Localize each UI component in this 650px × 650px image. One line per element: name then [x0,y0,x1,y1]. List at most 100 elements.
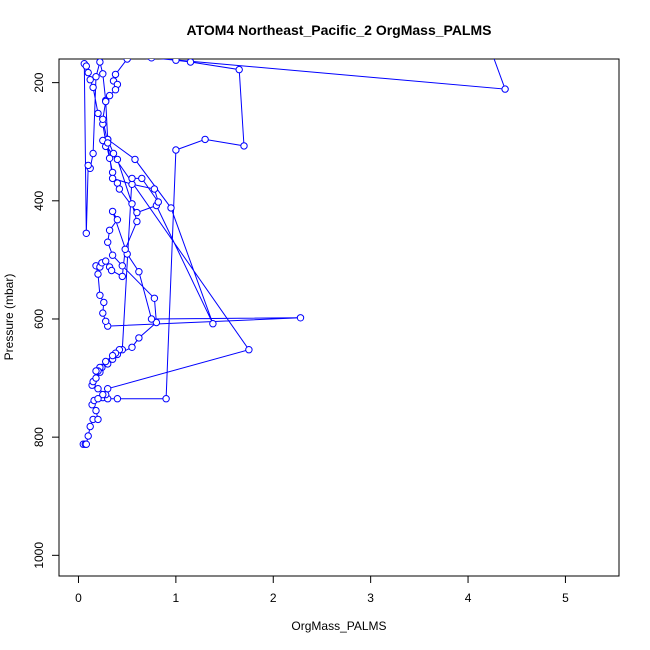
data-point [209,320,217,328]
data-point [102,97,110,106]
data-point [113,216,122,224]
data-point [84,161,92,170]
data-point [108,351,117,360]
y-axis: 200 400 600 800 1000 [32,72,60,569]
data-point [108,168,117,177]
data-point [94,395,102,403]
data-point [128,343,136,351]
data-point [94,415,102,424]
data-point [84,68,92,77]
data-point [94,109,102,118]
data-point [89,83,97,92]
series-line [83,59,506,445]
data-point [104,238,112,246]
data-point [296,314,305,322]
data-point [84,432,92,440]
data-point [131,155,139,164]
series-layer [79,51,509,448]
data-point [135,268,143,276]
data-point [150,294,159,302]
data-point [501,85,509,93]
data-point [186,59,195,66]
data-point [102,317,110,325]
y-tick-label: 200 [32,72,46,92]
data-point [150,185,159,193]
x-tick-label: 1 [173,591,180,605]
data-point [99,390,107,399]
data-point [138,174,146,183]
data-point [108,174,117,183]
data-point [99,70,107,78]
data-point [240,142,248,150]
data-point [113,395,122,403]
data-point [128,200,136,208]
data-point [92,406,100,415]
data-point [111,70,120,79]
data-point [145,59,148,60]
data-point [154,198,163,206]
data-point [489,51,495,57]
data-point [82,62,91,70]
data-point [86,422,94,431]
data-point [133,208,141,217]
y-tick-label: 600 [32,309,46,329]
data-point [123,59,131,63]
data-point [94,270,102,278]
y-axis-label: Pressure (mbar) [2,274,16,361]
data-point [147,315,156,323]
data-point [111,86,120,94]
y-tick-label: 400 [32,190,46,210]
data-point [128,174,136,183]
data-point [104,385,112,393]
data-point [107,266,116,275]
data-point [104,139,112,147]
data-point [108,207,117,216]
data-point [201,135,209,144]
data-point [121,245,129,254]
plot-frame [58,58,620,577]
data-point [148,59,155,62]
x-tick-label: 5 [562,591,569,605]
data-point [162,395,170,403]
data-point [172,146,180,154]
data-point [133,217,141,226]
data-point [235,65,243,74]
data-point [152,318,161,327]
data-point [167,204,175,212]
data-point [118,262,127,270]
data-point [82,229,91,238]
data-point [94,385,102,393]
data-point [135,334,143,342]
x-axis: 0 1 2 3 4 5 [75,575,569,605]
data-point [102,357,110,366]
x-tick-label: 2 [270,591,277,605]
x-tick-label: 4 [465,591,472,605]
data-point [96,291,104,299]
chart-title: ATOM4 Northeast_Pacific_2 OrgMass_PALMS [187,22,492,38]
data-point [89,149,97,158]
data-point [105,154,114,163]
data-point [82,440,91,448]
x-tick-label: 0 [75,591,82,605]
data-point [96,59,104,66]
data-point [118,272,127,281]
x-tick-label: 3 [367,591,374,605]
y-tick-label: 800 [32,427,46,447]
data-point [105,226,114,235]
data-point [102,257,110,265]
data-point [105,91,114,100]
data-point [86,76,94,84]
data-point [92,367,100,375]
data-point [115,185,124,193]
data-point [245,346,253,354]
data-point [108,251,117,259]
y-tick-label: 1000 [32,542,46,569]
data-point [100,298,108,307]
data-point [99,309,107,317]
data-point [172,59,180,64]
x-axis-label: OrgMass_PALMS [291,619,386,633]
data-point [113,155,122,164]
data-point [99,115,107,124]
data-point [109,149,118,158]
